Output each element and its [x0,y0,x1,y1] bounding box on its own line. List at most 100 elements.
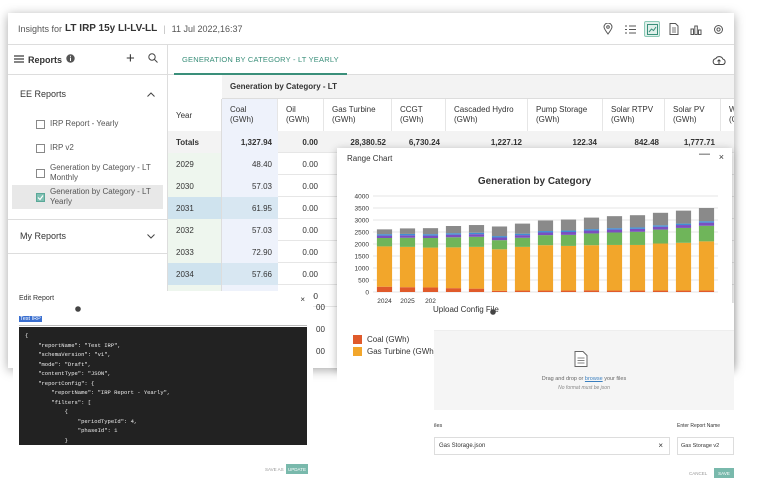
chevron-up-icon[interactable] [147,89,155,99]
bar-segment [583,229,600,231]
cell-oil: 0.00 [302,159,318,169]
sidebar-item-irp-report-yearly[interactable]: IRP Report - Yearly [12,113,163,135]
bar-segment [491,226,508,237]
legend-item-coal[interactable]: Coal (GWh) [353,333,436,345]
file-icon [574,351,588,372]
close-icon[interactable]: × [300,295,305,304]
update-button[interactable]: UPDATE [286,464,308,474]
bar-segment [606,232,623,245]
minimize-icon[interactable]: — [699,148,710,160]
col-header-coal[interactable]: Coal (GWh) [222,99,278,131]
toolbar-icons [600,21,726,37]
search-icon[interactable] [148,53,158,65]
col-header-pump-storage[interactable]: Pump Storage (GWh) [528,99,603,131]
bar-segment [422,287,439,292]
bar-segment [399,228,416,234]
info-icon[interactable] [490,309,496,317]
bar-segment [376,229,393,235]
sidebar-item-gen-yearly[interactable]: Generation by Category - LT Yearly [12,185,163,209]
totals-coal: 1,327.94 [222,131,278,153]
bar-segment [583,217,600,230]
col-header-wind[interactable]: Wi(G [721,99,734,131]
header-prefix: Insights for [18,23,63,34]
file-drop-zone[interactable]: Drag and drop or browse your files No fo… [434,330,734,410]
bar-segment [560,232,577,235]
ee-reports-section[interactable]: EE Reports [8,81,167,107]
chart-icon[interactable] [644,21,660,37]
bar-segment [675,290,692,292]
report-name-input[interactable]: Gas Storage v2 [677,437,734,455]
row-year: 2031 [168,197,222,219]
my-reports-section[interactable]: My Reports [8,223,167,249]
col-header-solar-pv[interactable]: Solar PV (GWh) [665,99,721,131]
upload-title: Upload Config File [433,305,499,314]
report-name-field[interactable]: Test IRP [19,316,42,322]
file-name: Gas Storage.json [439,443,486,449]
legend-item-gas-turbine[interactable]: Gas Turbine (GWh) [353,345,436,357]
drop-text-post: your files [604,376,627,382]
bar-segment [560,219,577,231]
y-tick-label: 2000 [355,242,370,249]
settings-icon[interactable] [710,21,726,37]
save-as-button[interactable]: SAVE AS [265,467,284,472]
bar-chart-icon[interactable] [688,21,704,37]
col-unit: (GWh) [286,115,310,124]
col-unit: (GWh) [536,115,560,124]
bar-segment [422,238,439,248]
bar-segment [698,221,715,223]
cancel-button[interactable]: CANCEL [689,471,708,476]
bar-segment [422,247,439,288]
my-reports-label: My Reports [20,231,67,241]
col-header-cascaded-hydro[interactable]: Cascaded Hydro (GWh) [446,99,528,131]
bar-segment [422,234,439,236]
bar-segment [445,237,462,248]
checkbox[interactable] [36,168,45,178]
info-icon[interactable] [66,54,75,65]
x-tick-label: 2025 [400,298,415,305]
remove-file-icon[interactable]: × [658,441,663,450]
save-button[interactable]: SAVE [714,468,734,478]
document-icon[interactable] [666,21,682,37]
bar-segment [698,290,715,292]
checkbox-checked[interactable] [36,192,45,202]
drop-text: Drag and drop or browse your files [434,376,734,382]
cell-coal: 57.66 [222,263,278,285]
col-header-solar-rtpv[interactable]: Solar RTPV (GWh) [603,99,665,131]
bar-segment [445,247,462,289]
menu-icon[interactable] [14,54,24,65]
browse-link[interactable]: browse [584,376,603,382]
cell-coal: 48.40 [222,153,278,175]
cell-oil: 0.00 [302,203,318,213]
close-icon[interactable]: × [718,152,724,162]
partial-cell: 00 [316,303,325,312]
bar-segment [514,223,531,234]
add-report-icon[interactable]: + [126,50,135,67]
col-header-oil[interactable]: Oil (GWh) [278,99,324,131]
col-header-gas-turbine[interactable]: Gas Turbine (GWh) [324,99,392,131]
table-row[interactable]: 2031 61.95 0.00 [168,197,734,219]
sidebar-item-gen-monthly[interactable]: Generation by Category - LT Monthly [12,161,163,185]
bar-segment [629,244,646,291]
json-editor[interactable]: { "reportName": "Test IRP", "schemaVersi… [19,327,307,445]
checkbox[interactable] [36,119,45,129]
partial-cell: 00 [316,347,325,356]
uploaded-file-row: Gas Storage.json × [434,437,670,455]
bar-segment [491,249,508,291]
year-column-header[interactable]: Year [168,99,222,131]
bar-segment [560,245,577,291]
info-icon[interactable] [75,306,81,314]
bar-segment [445,233,462,235]
map-pin-icon[interactable] [600,21,616,37]
sidebar-item-irp-v2[interactable]: IRP v2 [12,137,163,159]
bar-segment [376,246,393,287]
checkbox[interactable] [36,143,45,153]
col-label: Solar RTPV [611,105,654,114]
stacked-bar-chart: 0 500 1000 1500 2000 2500 3000 3500 4000 2024 2025… [355,194,718,325]
cloud-upload-icon[interactable] [712,53,726,71]
chevron-down-icon[interactable] [147,231,155,241]
bar-segment [537,235,554,246]
list-icon[interactable] [622,21,638,37]
bar-segment [422,235,439,238]
col-header-ccgt[interactable]: CCGT (GWh) [392,99,446,131]
tab-generation-yearly[interactable]: GENERATION BY CATEGORY - LT YEARLY [174,45,347,75]
